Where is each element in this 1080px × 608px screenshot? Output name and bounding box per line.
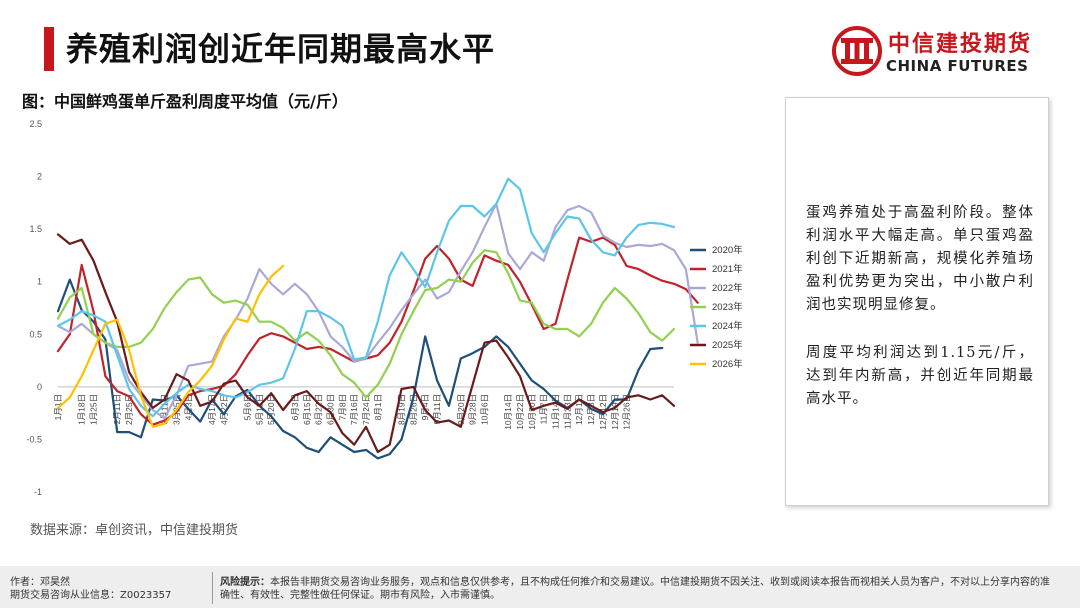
x-tick-label: 9月4日 <box>420 394 430 420</box>
legend-label-2024年: 2024年 <box>712 320 743 332</box>
legend-label-2022年: 2022年 <box>712 282 743 294</box>
y-tick-label: 2 <box>37 172 42 182</box>
x-tick-label: 12月1日 <box>574 394 584 425</box>
commentary-paragraph-1: 蛋鸡养殖处于高盈利阶段。整体利润水平大幅走高。单只蛋鸡盈利创下近期新高，规模化养… <box>806 205 1034 313</box>
x-tick-label: 10月6日 <box>479 394 489 425</box>
x-tick-label: 8月19日 <box>397 394 407 425</box>
x-tick-label: 8月26日 <box>408 394 418 425</box>
x-tick-label: 12月26日 <box>622 394 632 430</box>
series-line-2024年 <box>56 177 676 418</box>
y-tick-label: 1 <box>37 277 42 287</box>
x-tick-label: 5月12日 <box>254 394 264 425</box>
x-tick-label: 2月25日 <box>124 394 134 425</box>
commentary-box: 蛋鸡养殖处于高盈利阶段。整体利润水平大幅走高。单只蛋鸡盈利创下近期新高，规模化养… <box>785 97 1049 506</box>
x-tick-label: 6月30日 <box>325 394 335 425</box>
y-tick-label: 0.5 <box>29 329 42 339</box>
y-tick-label: 0 <box>37 382 42 392</box>
risk-text: 本报告非期货交易咨询业务服务，观点和信息仅供参考，且不构成任何推介和交易建议。中… <box>220 577 1050 601</box>
x-tick-label: 3月11日 <box>160 394 170 425</box>
series-line-2021年 <box>56 236 699 426</box>
x-tick-label: 7月16日 <box>349 394 359 425</box>
author-name: 作者：邓昊然 <box>10 577 70 588</box>
footer-author: 作者：邓昊然 期货交易咨询从业信息：Z0023357 <box>10 576 171 602</box>
series-line-2020年 <box>56 278 664 460</box>
x-tick-label: 11月14日 <box>551 394 561 429</box>
y-tick-label: -1 <box>34 487 42 497</box>
legend-label-2020年: 2020年 <box>712 244 743 256</box>
x-tick-label: 6月15日 <box>302 394 312 425</box>
y-tick-label: 2.5 <box>29 119 42 129</box>
y-tick-label: 1.5 <box>29 224 42 234</box>
series-line-2022年 <box>56 202 699 420</box>
y-tick-label: -0.5 <box>26 434 42 444</box>
legend-label-2023年: 2023年 <box>712 301 743 313</box>
legend-label-2025年: 2025年 <box>712 339 743 351</box>
x-tick-label: 4月22日 <box>219 394 229 425</box>
x-tick-label: 6月3日 <box>290 394 300 420</box>
x-tick-label: 5月6日 <box>243 394 253 420</box>
x-tick-label: 6月22日 <box>314 394 324 425</box>
series-line-2023年 <box>56 249 676 399</box>
x-tick-label: 1月25日 <box>89 394 99 425</box>
commentary-paragraph-2: 周度平均利润达到1.15元/斤，达到年内新高，并创近年同期最高水平。 <box>806 345 1034 407</box>
x-tick-label: 4月3日 <box>183 394 193 420</box>
risk-label: 风险提示： <box>220 577 270 588</box>
x-tick-label: 9月28日 <box>468 394 478 425</box>
x-tick-label: 10月22日 <box>515 394 525 430</box>
x-tick-label: 7月24日 <box>361 394 371 425</box>
x-tick-label: 9月11日 <box>432 394 442 425</box>
x-tick-label: 5月20日 <box>266 394 276 425</box>
chart-title: 图：中国鲜鸡蛋单斤盈利周度平均值（元/斤） <box>22 92 348 111</box>
x-tick-label: 9月20日 <box>456 394 466 425</box>
x-tick-label: 4月17日 <box>207 394 217 425</box>
x-tick-label: 10月14日 <box>503 394 513 430</box>
risk-disclaimer: 风险提示：本报告非期货交易咨询业务服务，观点和信息仅供参考，且不构成任何推介和交… <box>220 576 1050 602</box>
x-tick-label: 10月30日 <box>527 394 537 430</box>
company-logo: 中信建投期货 CHINA FUTURES <box>832 24 1042 82</box>
x-tick-label: 7月8日 <box>337 394 347 420</box>
x-tick-label: 11月23日 <box>562 394 572 429</box>
x-tick-label: 8月1日 <box>373 394 383 420</box>
series-line-2025年 <box>56 233 676 454</box>
legend-label-2021年: 2021年 <box>712 263 743 275</box>
x-tick-label: 1月18日 <box>77 394 87 425</box>
x-tick-label: 2月11日 <box>112 394 122 425</box>
page-title: 养殖利润创近年同期最高水平 <box>66 30 496 68</box>
footer: 作者：邓昊然 期货交易咨询从业信息：Z0023357 风险提示：本报告非期货交易… <box>0 566 1080 608</box>
footer-divider <box>212 572 213 604</box>
series-line-2026年 <box>56 264 285 428</box>
logo-chinese-name: 中信建投期货 <box>888 32 1033 57</box>
logo-english-name: CHINA FUTURES <box>886 57 1029 75</box>
x-tick-label: 11月7日 <box>539 394 549 425</box>
legend-label-2026年: 2026年 <box>712 358 743 370</box>
data-source: 数据来源：卓创资讯，中信建投期货 <box>30 523 239 538</box>
author-license: 期货交易咨询从业信息：Z0023357 <box>10 590 172 601</box>
title-accent-bar <box>44 27 54 71</box>
x-tick-label: 12月19日 <box>610 394 620 430</box>
citic-logo-icon <box>832 26 882 76</box>
